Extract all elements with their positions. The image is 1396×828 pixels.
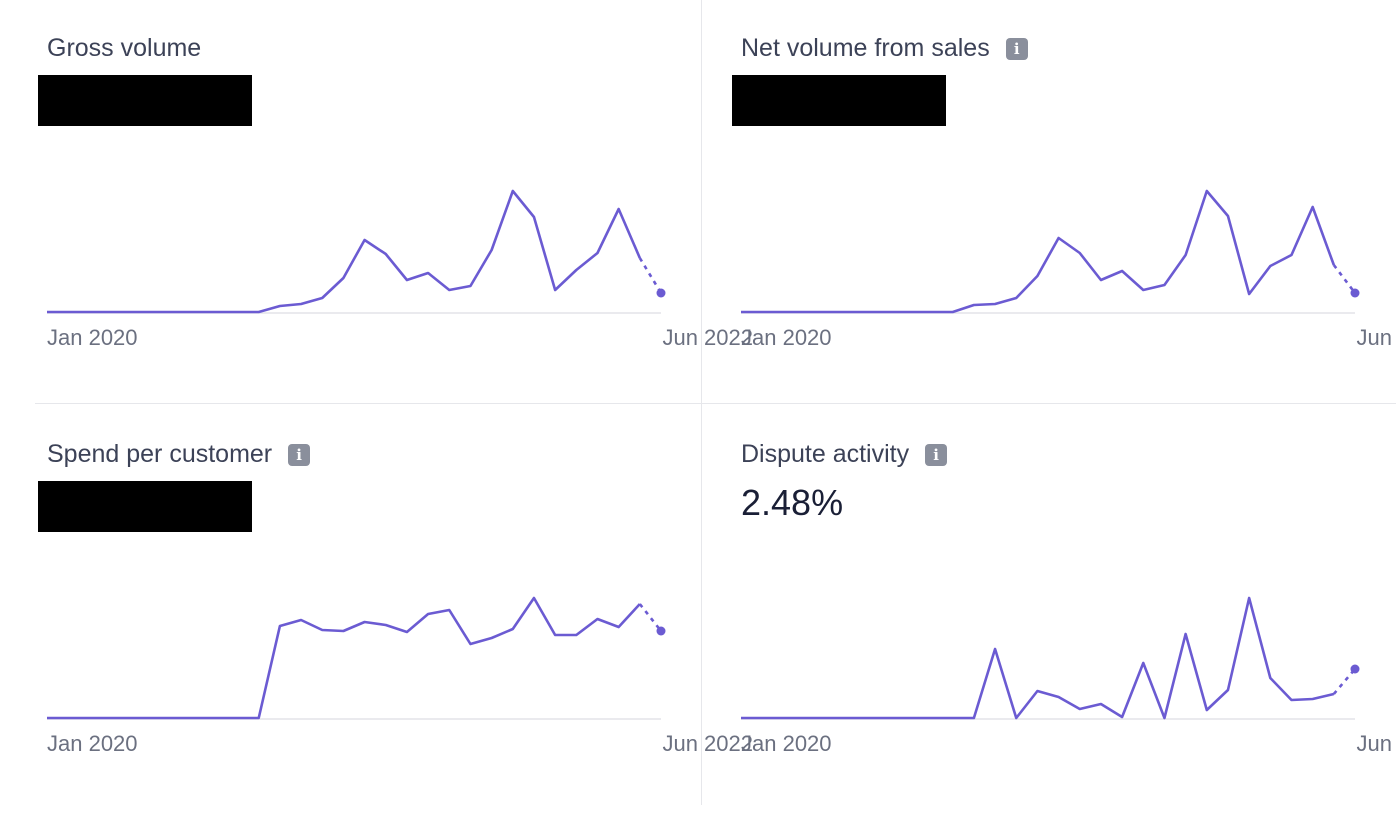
series-line <box>47 189 642 314</box>
last-point-marker[interactable] <box>656 626 666 636</box>
last-point-marker[interactable] <box>656 288 666 298</box>
x-axis-start-label: Jan 2020 <box>47 325 138 350</box>
x-axis-end-label: Jun 2022 <box>1356 731 1396 756</box>
info-icon[interactable]: i <box>288 443 311 466</box>
redacted-value <box>38 75 252 126</box>
forecast-segment <box>638 257 663 294</box>
metric-value: 2.48% <box>741 482 844 523</box>
forecast-segment <box>1332 264 1357 294</box>
sparkline-chart <box>47 189 666 314</box>
metric-title: Net volume from sales i <box>741 34 1028 63</box>
x-axis-start-label: Jan 2020 <box>47 731 138 756</box>
metric-card[interactable]: Spend per customer i Jan 2020 Jun 2022 <box>38 406 753 806</box>
x-axis-start-label: Jan 2020 <box>741 325 832 350</box>
forecast-segment <box>1332 668 1356 695</box>
metric-card[interactable]: Net volume from sales i Jan 2020 Jun 2022 <box>732 0 1396 400</box>
series-line <box>47 596 641 720</box>
metric-title-text: Gross volume <box>47 34 202 62</box>
metric-title-text: Dispute activity <box>741 440 910 468</box>
sparkline-chart <box>741 596 1360 720</box>
last-point-marker[interactable] <box>1350 288 1360 298</box>
info-icon[interactable]: i <box>1005 37 1028 60</box>
series-line <box>741 189 1336 314</box>
info-icon[interactable]: i <box>925 443 948 466</box>
metric-title-text: Spend per customer <box>47 440 273 468</box>
forecast-segment <box>638 603 663 632</box>
sparkline-chart <box>47 596 666 720</box>
x-axis-end-label: Jun 2022 <box>662 731 753 756</box>
vertical-divider <box>701 0 702 805</box>
last-point-marker[interactable] <box>1350 664 1360 674</box>
metric-card[interactable]: Dispute activity i 2.48% Jan 2020 Jun 2022 <box>741 406 1396 806</box>
x-axis-end-label: Jun 2022 <box>662 325 753 350</box>
redacted-value <box>732 75 946 126</box>
metric-title: Dispute activity i <box>741 440 948 469</box>
metric-title-text: Net volume from sales <box>741 34 990 62</box>
horizontal-divider <box>35 403 1396 404</box>
series-line <box>741 596 1335 720</box>
sparkline-chart <box>741 189 1360 314</box>
redacted-value <box>38 481 252 532</box>
x-axis-end-label: Jun 2022 <box>1356 325 1396 350</box>
metric-title: Gross volume <box>47 34 201 63</box>
metric-title: Spend per customer i <box>47 440 311 469</box>
metric-card[interactable]: Gross volume Jan 2020 Jun 2022 <box>38 0 753 400</box>
x-axis-start-label: Jan 2020 <box>741 731 832 756</box>
